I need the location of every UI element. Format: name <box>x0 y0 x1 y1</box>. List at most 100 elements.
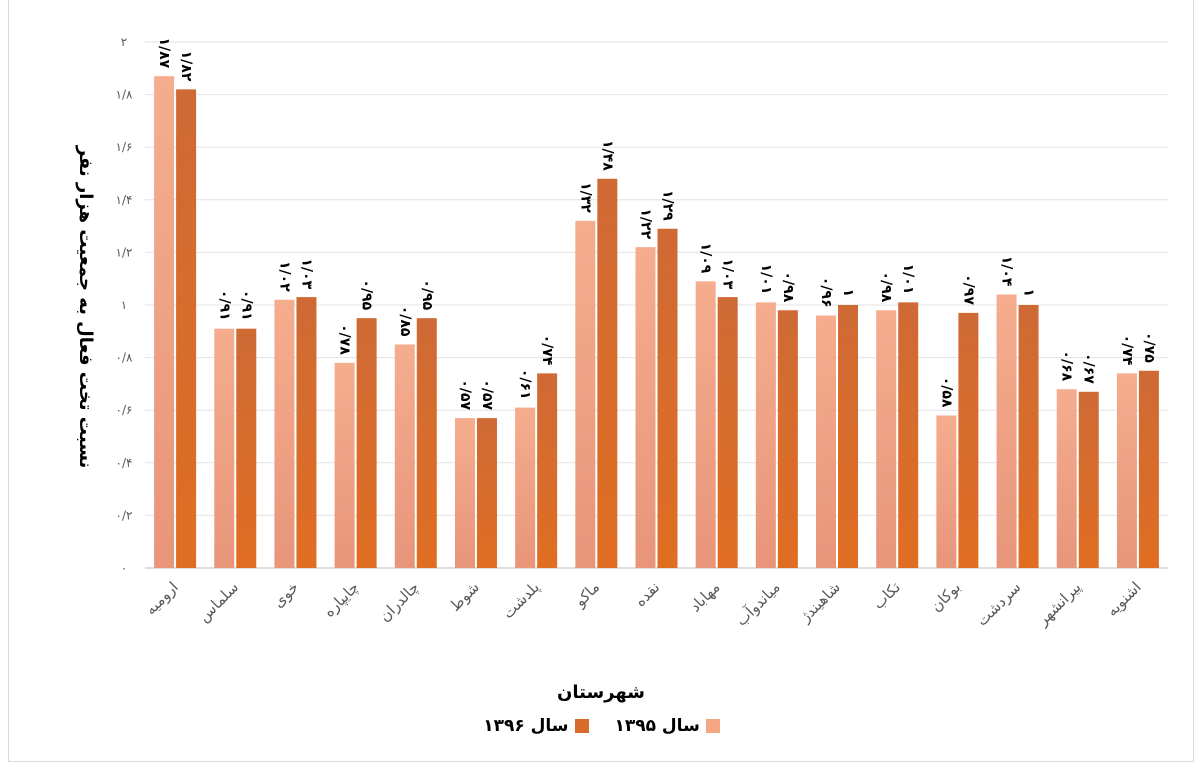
bar-1395 <box>695 281 716 568</box>
data-label: ۰/۹۸ <box>780 272 796 303</box>
data-label: ۱/۰۹ <box>698 243 714 274</box>
legend-item-1396: سال ۱۳۹۶ <box>483 716 589 736</box>
y-tick-label: ۰/۸ <box>116 351 133 365</box>
bar-1395 <box>334 362 355 568</box>
bar-1395 <box>575 220 596 568</box>
data-label: ۰/۹۱ <box>238 290 254 321</box>
bar-1396 <box>898 302 919 568</box>
data-label: ۰/۹۵ <box>419 279 435 310</box>
x-tick-label: بوکان <box>927 578 964 615</box>
data-label: ۰/۹۸ <box>878 272 894 303</box>
data-label: ۰/۹۶ <box>818 277 834 308</box>
data-label: ۱/۸۲ <box>178 51 194 82</box>
bar-1395 <box>394 344 415 568</box>
x-tick-label: مهاباد <box>686 578 723 615</box>
x-tick-label: میاندوآب <box>732 578 783 629</box>
y-tick-label: ۱/۸ <box>116 88 133 102</box>
bar-1395 <box>996 294 1017 568</box>
bar-1395 <box>154 76 175 568</box>
x-tick-label: شوط <box>446 578 483 615</box>
bar-1396 <box>236 328 257 568</box>
data-label: ۰/۵۸ <box>938 377 954 408</box>
bar-1395 <box>635 247 656 568</box>
data-label: ۰/۹۷ <box>960 274 976 305</box>
y-tick-label: ۱ <box>121 298 127 312</box>
bar-1396 <box>958 312 979 568</box>
bar-1395 <box>454 418 475 568</box>
data-label: ۱/۰۲ <box>276 261 292 292</box>
data-labels: ۱/۸۷ ۱/۸۲ ۰/۹۱ ۰/۹۱ ۱/۰۲ ۱/۰۳ ۰/۷۸ ۰/۹۵ ۰/۸۵ ۰/۹۵… <box>156 37 1157 410</box>
data-label: ۱/۳۲ <box>577 182 593 213</box>
x-tick-label: چالدران <box>375 578 422 625</box>
legend-swatch-1395 <box>705 719 720 733</box>
bar-1396 <box>356 318 377 568</box>
bar-1396 <box>537 373 558 568</box>
bar-1396 <box>717 297 738 568</box>
data-label: ۰/۵۷ <box>479 379 495 410</box>
data-label: ۰/۶۱ <box>517 369 533 400</box>
y-tick-label: ۱/۴ <box>116 193 133 207</box>
data-label: ۱/۸۷ <box>156 37 172 68</box>
y-tick-label: ۱/۶ <box>116 140 133 154</box>
x-tick-label: خوی <box>269 578 302 611</box>
x-tick-label: پیرانشهر <box>1033 578 1085 630</box>
bar-1396 <box>838 305 859 568</box>
bar-1396 <box>416 318 437 568</box>
bar-1395 <box>515 407 536 568</box>
x-tick-label: ارومیه <box>141 578 181 618</box>
x-tick-label: نقده <box>631 578 663 610</box>
data-label: ۰/۶۸ <box>1059 350 1075 381</box>
bar-1396 <box>176 89 197 568</box>
bar-1396 <box>597 178 618 568</box>
data-label: ۰/۷۴ <box>539 335 555 366</box>
bar-1395 <box>936 415 957 568</box>
bar-1396 <box>777 310 798 568</box>
y-tick-label: ۲ <box>121 35 127 49</box>
bar-1395 <box>1056 389 1077 568</box>
bar-1395 <box>755 302 776 568</box>
x-tick-label: سردشت <box>973 578 1024 629</box>
bar-1395 <box>274 299 295 568</box>
x-axis-ticks: ارومیه سلماس خوی چایپاره چالدران شوط پلدشت ماکو… <box>141 578 1144 630</box>
bar-1396 <box>476 418 497 568</box>
data-label: ۱ <box>1021 288 1037 297</box>
bar-1396 <box>657 228 678 569</box>
bar-1395 <box>1116 373 1137 568</box>
bar-1396 <box>1078 391 1099 568</box>
y-tick-label: ۰/۲ <box>116 508 133 522</box>
bar-1396 <box>296 297 317 568</box>
data-label: ۰/۵۷ <box>457 379 473 410</box>
y-tick-label: ۰ <box>121 561 127 575</box>
data-label: ۰/۸۵ <box>397 306 413 337</box>
data-label: ۱/۲۹ <box>660 190 676 221</box>
data-label: ۱/۰۳ <box>720 258 736 289</box>
bars <box>154 76 1159 569</box>
data-label: ۱/۰۱ <box>758 264 774 295</box>
legend-label-1396: سال ۱۳۹۶ <box>483 716 569 736</box>
x-tick-label: تکاب <box>869 578 904 613</box>
x-tick-label: ماکو <box>570 578 603 611</box>
data-label: ۱/۰۳ <box>298 258 314 289</box>
data-label: ۱ <box>840 288 856 297</box>
x-tick-label: سلماس <box>195 578 242 625</box>
y-tick-label: ۱/۲ <box>116 245 133 259</box>
y-axis-ticks: ۰ ۰/۲ ۰/۴ ۰/۶ ۰/۸ ۱ ۱/۲ ۱/۴ ۱/۶ ۱/۸ ۲ <box>116 35 133 575</box>
data-label: ۰/۹۱ <box>216 290 232 321</box>
data-label: ۰/۷۵ <box>1141 332 1157 363</box>
y-axis-title: نسبت تخت فعال به جمعیت هزار نفر <box>75 145 96 469</box>
data-label: ۱/۰۱ <box>900 264 916 295</box>
legend: سال ۱۳۹۵ سال ۱۳۹۶ <box>0 716 1203 736</box>
x-tick-label: شاهیندژ <box>796 578 844 626</box>
data-label: ۰/۷۴ <box>1119 335 1135 366</box>
legend-item-1395: سال ۱۳۹۵ <box>615 716 720 736</box>
data-label: ۱/۴۸ <box>599 140 615 171</box>
bar-1395 <box>214 328 235 568</box>
y-tick-label: ۰/۶ <box>116 403 133 417</box>
bar-1396 <box>1138 370 1159 568</box>
legend-swatch-1396 <box>574 719 589 733</box>
x-tick-label: پلدشت <box>499 578 544 623</box>
y-tick-label: ۰/۴ <box>116 456 133 470</box>
x-tick-label: چایپاره <box>320 578 363 621</box>
data-label: ۰/۶۷ <box>1081 353 1097 384</box>
